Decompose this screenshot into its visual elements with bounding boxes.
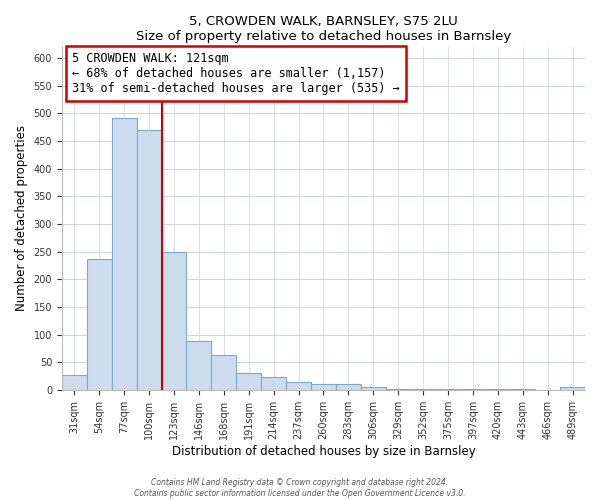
Bar [261,377,286,390]
X-axis label: Distribution of detached houses by size in Barnsley: Distribution of detached houses by size … [172,444,475,458]
Bar [560,387,585,390]
Bar [187,341,211,390]
Bar [236,372,261,390]
Bar [137,130,161,390]
Bar [161,252,187,390]
Text: 5 CROWDEN WALK: 121sqm
← 68% of detached houses are smaller (1,157)
31% of semi-: 5 CROWDEN WALK: 121sqm ← 68% of detached… [73,52,400,95]
Bar [361,387,386,390]
Bar [112,118,137,390]
Bar [311,384,336,390]
Bar [211,355,236,390]
Bar [62,376,87,390]
Bar [386,388,410,390]
Title: 5, CROWDEN WALK, BARNSLEY, S75 2LU
Size of property relative to detached houses : 5, CROWDEN WALK, BARNSLEY, S75 2LU Size … [136,15,511,43]
Y-axis label: Number of detached properties: Number of detached properties [15,126,28,312]
Bar [336,384,361,390]
Text: Contains HM Land Registry data © Crown copyright and database right 2024.
Contai: Contains HM Land Registry data © Crown c… [134,478,466,498]
Bar [286,382,311,390]
Bar [87,259,112,390]
